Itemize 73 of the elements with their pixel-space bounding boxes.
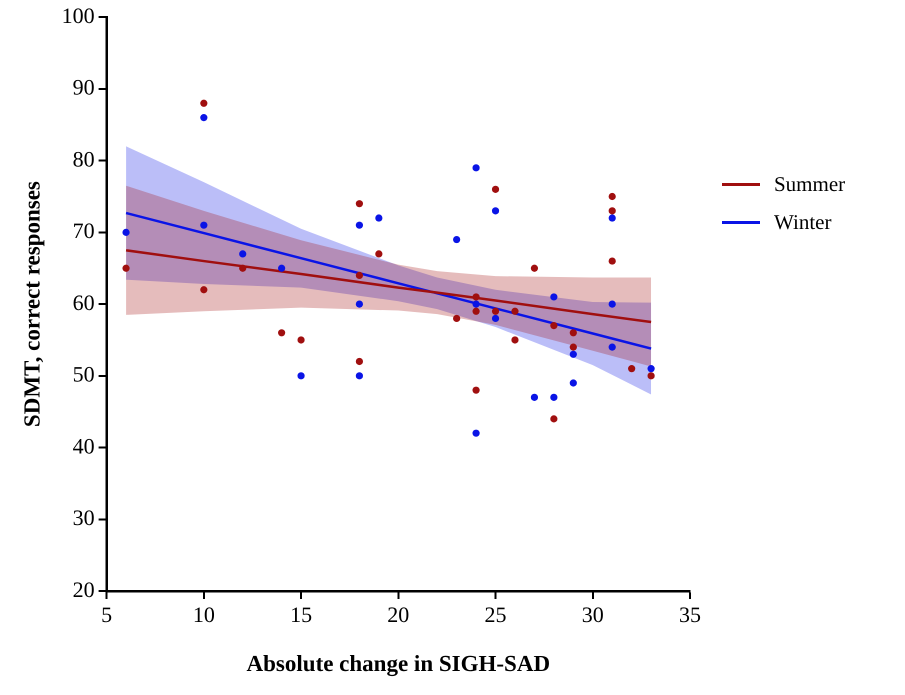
point bbox=[122, 264, 130, 272]
point bbox=[570, 344, 577, 351]
y-tick-label: 50 bbox=[72, 362, 95, 387]
point bbox=[356, 372, 364, 380]
point bbox=[570, 329, 577, 336]
point bbox=[492, 207, 500, 214]
y-tick-label: 80 bbox=[72, 146, 95, 172]
point bbox=[356, 200, 364, 208]
x-axis-title: Absolute change in SIGH-SAD bbox=[246, 651, 550, 678]
point bbox=[511, 308, 519, 315]
point bbox=[472, 308, 480, 315]
point bbox=[550, 322, 558, 330]
x-tick-label: 10 bbox=[192, 602, 215, 627]
point bbox=[570, 379, 577, 387]
point bbox=[570, 350, 577, 358]
point bbox=[648, 372, 655, 380]
point bbox=[550, 394, 558, 401]
point bbox=[530, 264, 538, 272]
point bbox=[472, 300, 480, 308]
x-tick-label: 25 bbox=[484, 602, 507, 627]
y-tick-label: 40 bbox=[72, 433, 95, 458]
point bbox=[200, 100, 208, 107]
point bbox=[608, 257, 616, 265]
point bbox=[375, 250, 382, 258]
point bbox=[278, 329, 286, 336]
point bbox=[608, 192, 616, 200]
x-tick-label: 20 bbox=[387, 602, 410, 627]
point bbox=[297, 372, 305, 380]
point bbox=[608, 344, 616, 351]
y-tick-label: 60 bbox=[72, 290, 95, 315]
point bbox=[239, 264, 246, 272]
y-tick-label: 30 bbox=[72, 505, 95, 530]
point bbox=[550, 293, 558, 301]
y-tick-label: 20 bbox=[72, 576, 95, 602]
y-axis-title: SDMT, correct responses bbox=[20, 181, 45, 428]
point bbox=[648, 365, 655, 372]
point bbox=[492, 308, 500, 315]
x-tick-label: 15 bbox=[290, 602, 312, 627]
x-tick-label: 5 bbox=[101, 602, 112, 627]
y-tick-label: 70 bbox=[72, 218, 95, 244]
point bbox=[453, 236, 460, 244]
legend-label: Summer bbox=[774, 172, 846, 196]
y-tick-label: 100 bbox=[62, 2, 95, 28]
point bbox=[550, 415, 558, 422]
point bbox=[200, 114, 208, 122]
x-tick-label: 30 bbox=[582, 602, 604, 627]
point bbox=[608, 214, 616, 222]
point bbox=[492, 314, 500, 322]
point bbox=[492, 186, 500, 193]
point bbox=[628, 365, 636, 372]
point bbox=[356, 272, 364, 280]
point bbox=[472, 386, 480, 394]
x-tick-label: 35 bbox=[679, 602, 701, 627]
point bbox=[472, 164, 480, 172]
point bbox=[608, 300, 616, 308]
point bbox=[608, 207, 616, 214]
point bbox=[453, 314, 460, 322]
point bbox=[239, 250, 246, 258]
point bbox=[356, 358, 364, 366]
point bbox=[511, 336, 519, 344]
point bbox=[122, 228, 130, 236]
point bbox=[278, 264, 286, 272]
point bbox=[530, 394, 538, 401]
point bbox=[375, 214, 382, 222]
point bbox=[356, 222, 364, 229]
legend-label: Winter bbox=[774, 210, 832, 234]
point bbox=[472, 430, 480, 437]
point bbox=[200, 286, 208, 294]
point bbox=[200, 222, 208, 229]
point bbox=[297, 336, 305, 344]
point bbox=[472, 293, 480, 301]
y-tick-label: 90 bbox=[72, 74, 95, 100]
point bbox=[356, 300, 364, 308]
